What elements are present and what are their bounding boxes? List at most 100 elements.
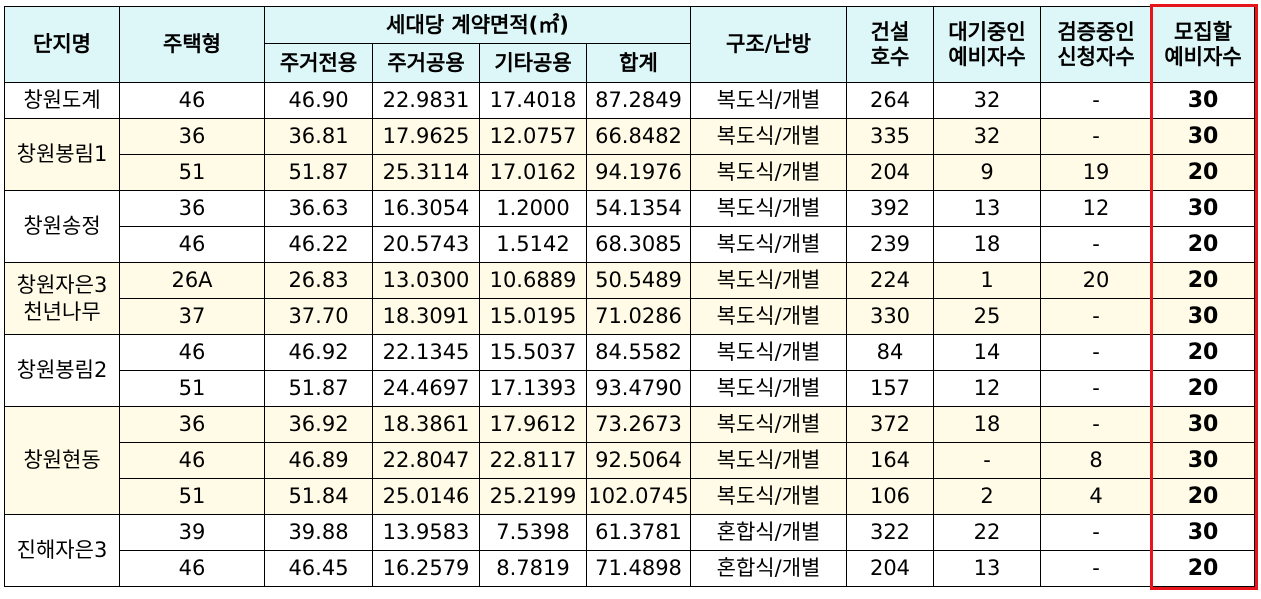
type-cell: 36 xyxy=(119,406,265,443)
header-area-common: 주거공용 xyxy=(372,43,480,83)
structure-cell: 복도식/개별 xyxy=(690,298,847,335)
type-cell: 46 xyxy=(119,442,265,479)
recruit-cell: 20 xyxy=(1151,226,1255,263)
total-area-cell: 102.0745 xyxy=(586,478,691,515)
other-area-cell: 17.4018 xyxy=(479,82,587,119)
units-cell: 204 xyxy=(846,550,934,587)
other-area-cell: 15.0195 xyxy=(479,298,587,335)
exclusive-area-cell: 36.63 xyxy=(264,190,373,227)
common-area-cell: 18.3861 xyxy=(372,406,480,443)
exclusive-area-cell: 37.70 xyxy=(264,298,373,335)
exclusive-area-cell: 36.81 xyxy=(264,118,373,155)
verifying-cell: - xyxy=(1040,406,1152,443)
units-cell: 372 xyxy=(846,406,934,443)
units-cell: 84 xyxy=(846,334,934,371)
complex-name-cell: 창원봉림2 xyxy=(4,334,120,407)
exclusive-area-cell: 46.45 xyxy=(264,550,373,587)
header-recruit-line2: 예비자수 xyxy=(1164,44,1242,69)
common-area-cell: 16.2579 xyxy=(372,550,480,587)
waiting-cell: - xyxy=(933,442,1041,479)
complex-name-line: 천년나무 xyxy=(23,299,101,324)
other-area-cell: 1.5142 xyxy=(479,226,587,263)
structure-cell: 복도식/개별 xyxy=(690,406,847,443)
reserve-recruitment-table: 단지명 주택형 세대당 계약면적(㎡) 구조/난방 건설 호수 대기중인 예비자수 … xyxy=(4,6,1255,587)
type-cell: 39 xyxy=(119,514,265,551)
exclusive-area-cell: 51.87 xyxy=(264,154,373,191)
header-recruit-line1: 모집할 xyxy=(1174,19,1232,44)
table-row: 51 51.87 25.3114 17.0162 94.1976 복도식/개별 204 9 19… xyxy=(5,154,1255,191)
waiting-cell: 12 xyxy=(933,370,1041,407)
structure-cell: 복도식/개별 xyxy=(690,334,847,371)
type-cell: 51 xyxy=(119,154,265,191)
exclusive-area-cell: 46.92 xyxy=(264,334,373,371)
total-area-cell: 61.3781 xyxy=(586,514,691,551)
waiting-cell: 18 xyxy=(933,226,1041,263)
recruit-cell: 20 xyxy=(1151,478,1255,515)
table-container: 단지명 주택형 세대당 계약면적(㎡) 구조/난방 건설 호수 대기중인 예비자수 … xyxy=(4,3,1258,590)
verifying-cell: - xyxy=(1040,550,1152,587)
exclusive-area-cell: 26.83 xyxy=(264,262,373,299)
complex-name-line: 창원봉림1 xyxy=(16,142,108,167)
header-type: 주택형 xyxy=(119,6,265,83)
recruit-cell: 30 xyxy=(1151,514,1255,551)
type-cell: 36 xyxy=(119,118,265,155)
header-area-group: 세대당 계약면적(㎡) xyxy=(264,6,691,44)
verifying-cell: 20 xyxy=(1040,262,1152,299)
recruit-cell: 20 xyxy=(1151,550,1255,587)
recruit-cell: 30 xyxy=(1151,118,1255,155)
total-area-cell: 66.8482 xyxy=(586,118,691,155)
common-area-cell: 20.5743 xyxy=(372,226,480,263)
complex-name-cell: 창원도계 xyxy=(4,82,120,119)
complex-name-line: 창원현동 xyxy=(23,448,101,473)
other-area-cell: 17.0162 xyxy=(479,154,587,191)
header-area-other: 기타공용 xyxy=(479,43,587,83)
units-cell: 322 xyxy=(846,514,934,551)
structure-cell: 혼합식/개별 xyxy=(690,550,847,587)
recruit-cell: 20 xyxy=(1151,370,1255,407)
other-area-cell: 12.0757 xyxy=(479,118,587,155)
waiting-cell: 22 xyxy=(933,514,1041,551)
common-area-cell: 24.4697 xyxy=(372,370,480,407)
common-area-cell: 16.3054 xyxy=(372,190,480,227)
units-cell: 204 xyxy=(846,154,934,191)
total-area-cell: 93.4790 xyxy=(586,370,691,407)
type-cell: 51 xyxy=(119,478,265,515)
waiting-cell: 13 xyxy=(933,190,1041,227)
waiting-cell: 9 xyxy=(933,154,1041,191)
exclusive-area-cell: 36.92 xyxy=(264,406,373,443)
total-area-cell: 68.3085 xyxy=(586,226,691,263)
recruit-cell: 30 xyxy=(1151,298,1255,335)
verifying-cell: - xyxy=(1040,226,1152,263)
header-recruit: 모집할 예비자수 xyxy=(1151,6,1255,83)
waiting-cell: 32 xyxy=(933,82,1041,119)
common-area-cell: 22.9831 xyxy=(372,82,480,119)
units-cell: 239 xyxy=(846,226,934,263)
common-area-cell: 22.8047 xyxy=(372,442,480,479)
units-cell: 157 xyxy=(846,370,934,407)
exclusive-area-cell: 39.88 xyxy=(264,514,373,551)
waiting-cell: 18 xyxy=(933,406,1041,443)
header-waiting-line1: 대기중인 xyxy=(948,19,1026,44)
exclusive-area-cell: 46.90 xyxy=(264,82,373,119)
common-area-cell: 13.0300 xyxy=(372,262,480,299)
header-complex: 단지명 xyxy=(4,6,120,83)
table-row: 46 46.89 22.8047 22.8117 92.5064 복도식/개별 164-8 3… xyxy=(5,442,1255,479)
table-row: 37 37.70 18.3091 15.0195 71.0286 복도식/개별 330 25-… xyxy=(5,298,1255,335)
total-area-cell: 94.1976 xyxy=(586,154,691,191)
units-cell: 330 xyxy=(846,298,934,335)
total-area-cell: 73.2673 xyxy=(586,406,691,443)
type-cell: 46 xyxy=(119,82,265,119)
complex-name-line: 창원자은3 xyxy=(16,273,108,298)
header-verifying-line1: 검증중인 xyxy=(1057,19,1135,44)
type-cell: 26A xyxy=(119,262,265,299)
complex-name-line: 창원봉림2 xyxy=(16,358,108,383)
units-cell: 264 xyxy=(846,82,934,119)
waiting-cell: 25 xyxy=(933,298,1041,335)
type-cell: 51 xyxy=(119,370,265,407)
other-area-cell: 17.9612 xyxy=(479,406,587,443)
recruit-cell: 30 xyxy=(1151,190,1255,227)
exclusive-area-cell: 51.84 xyxy=(264,478,373,515)
table-row: 창원송정 36 36.63 16.3054 1.2000 54.1354 복도식/개별 392… xyxy=(4,190,1255,263)
total-area-cell: 92.5064 xyxy=(586,442,691,479)
exclusive-area-cell: 46.89 xyxy=(264,442,373,479)
